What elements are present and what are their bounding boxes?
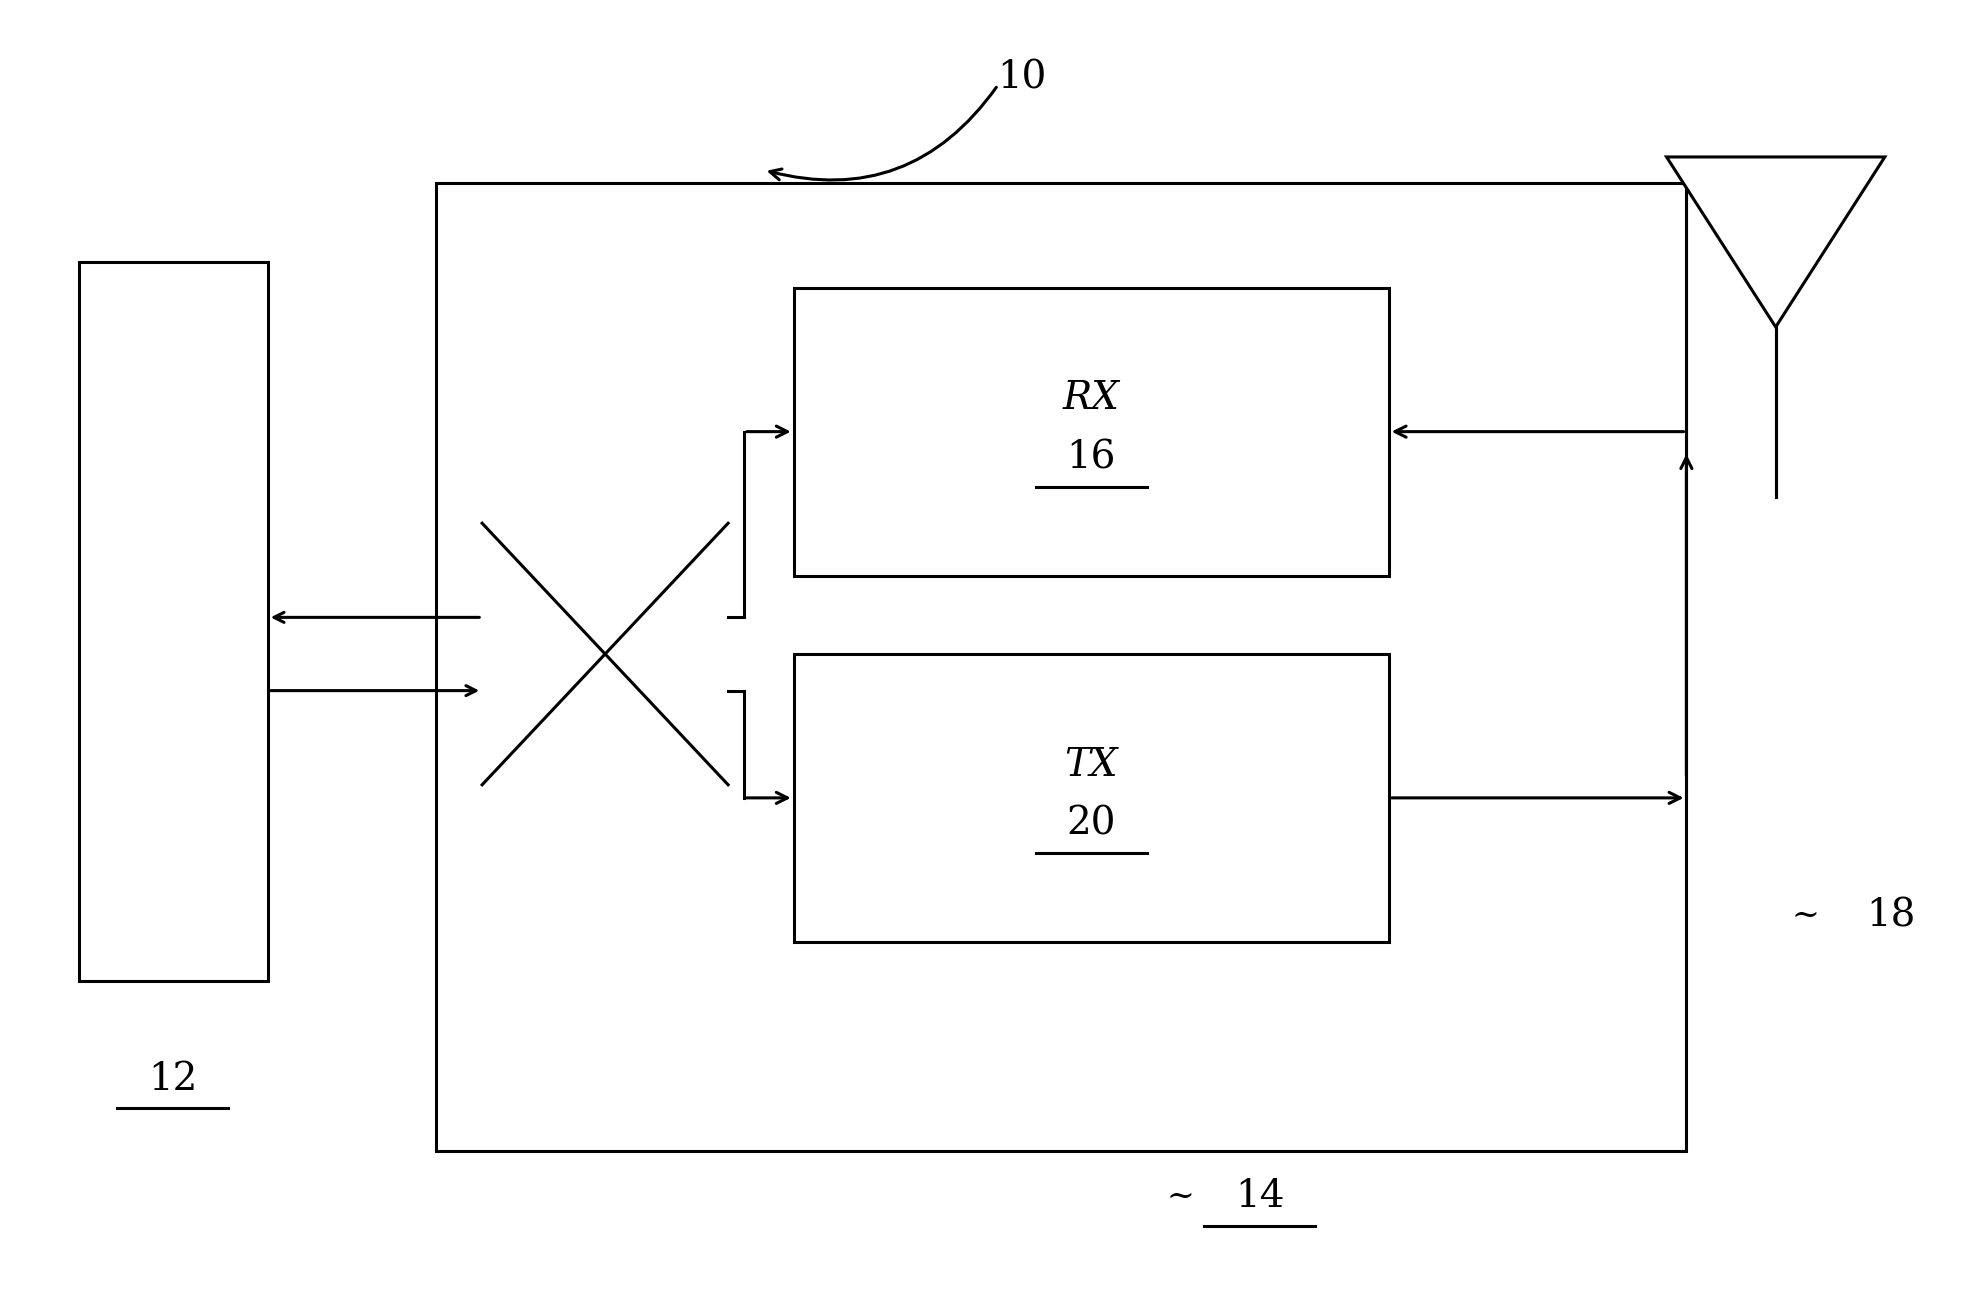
Text: 20: 20	[1067, 806, 1115, 842]
Bar	[436, 183, 1686, 1151]
Text: 14: 14	[1236, 1179, 1284, 1215]
Text: ~: ~	[1167, 1181, 1194, 1213]
Text: 16: 16	[1067, 439, 1115, 476]
Bar	[79, 262, 268, 981]
Text: TX: TX	[1065, 747, 1117, 783]
Bar	[794, 288, 1389, 576]
Text: 12: 12	[149, 1061, 196, 1097]
Text: 10: 10	[998, 60, 1046, 97]
Polygon shape	[1667, 157, 1885, 327]
Text: RX: RX	[1063, 381, 1119, 417]
Bar	[794, 654, 1389, 942]
Text: ~: ~	[1792, 900, 1819, 931]
Text: 18: 18	[1867, 897, 1915, 934]
